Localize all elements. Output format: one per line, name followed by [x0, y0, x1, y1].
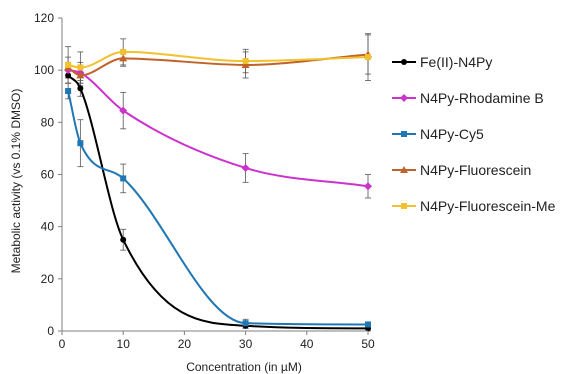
data-point [77, 85, 84, 92]
legend-marker [401, 203, 407, 209]
legend-marker [400, 166, 408, 173]
legend-label: N4Py-Fluorescein [420, 162, 531, 178]
y-tick-label: 120 [34, 11, 54, 25]
legend-label: N4Py-Rhodamine B [420, 90, 544, 106]
series-markers [64, 48, 372, 332]
series-line [67, 74, 369, 330]
data-point [241, 60, 250, 68]
y-axis-title: Metabolic activity (vs 0.1% DMSO) [9, 89, 23, 274]
x-tick-label: 30 [239, 337, 253, 351]
legend: Fe(II)-N4Py N4Py-Rhodamine B N4Py-Cy5 N4Py-… [392, 54, 556, 214]
data-point [120, 175, 127, 182]
data-point [77, 140, 84, 147]
legend-label: N4Py-Cy5 [420, 126, 484, 142]
series-line [67, 53, 369, 77]
data-point [119, 54, 128, 62]
data-point [76, 71, 85, 79]
data-point [242, 58, 249, 65]
data-point [120, 48, 127, 55]
x-axis-title: Concentration (in µM) [186, 360, 302, 374]
legend-label: N4Py-Fluorescein-Me [420, 198, 556, 214]
legend-label: Fe(II)-N4Py [420, 54, 492, 70]
legend-marker [400, 94, 408, 102]
data-point [65, 61, 72, 68]
axes: 0 20 40 60 80 100 120 0 10 20 30 40 50 [34, 11, 375, 351]
data-point [364, 182, 372, 191]
x-tick-label: 0 [59, 337, 66, 351]
x-tick-label: 40 [300, 337, 314, 351]
y-tick-label: 0 [47, 324, 54, 338]
series-line [67, 50, 369, 69]
legend-marker [401, 131, 407, 137]
y-tick-label: 20 [41, 272, 55, 286]
data-point [120, 236, 127, 243]
data-point [119, 106, 128, 115]
x-tick-label: 10 [117, 337, 131, 351]
data-point [241, 163, 250, 172]
y-tick-label: 80 [41, 115, 55, 129]
y-tick-label: 40 [41, 220, 55, 234]
data-point [365, 321, 371, 328]
data-point [65, 72, 72, 79]
data-point [365, 54, 371, 61]
y-tick-label: 100 [34, 63, 54, 77]
x-tick-label: 50 [361, 337, 375, 351]
y-tick-label: 60 [41, 168, 55, 182]
series-lines [67, 50, 369, 330]
data-point [65, 88, 72, 95]
series-line [67, 69, 369, 188]
data-point [77, 64, 84, 71]
legend-marker [401, 59, 407, 65]
x-tick-label: 20 [178, 337, 192, 351]
data-point [242, 320, 249, 327]
